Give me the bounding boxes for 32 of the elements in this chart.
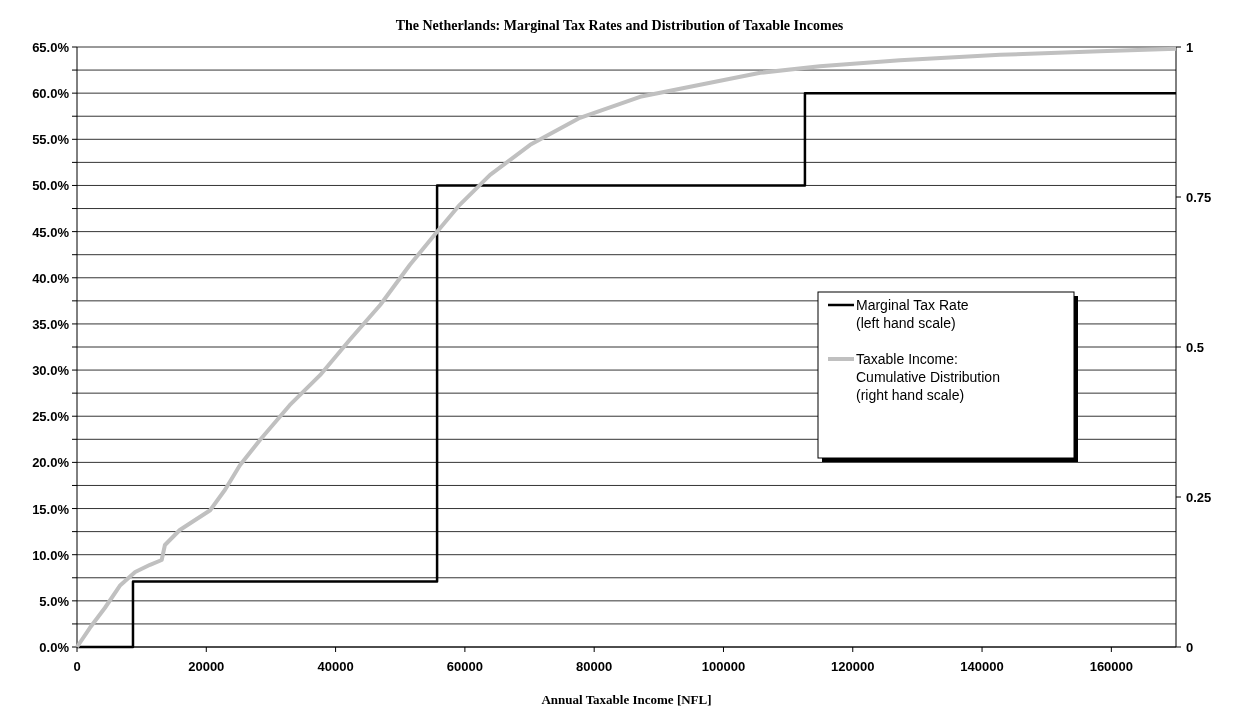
- y-tick-label: 60.0%: [32, 86, 70, 102]
- y-tick-label: 0.0%: [39, 640, 70, 655]
- x-tick-label: 20000: [188, 659, 225, 674]
- y2-tick-label: 0: [1186, 640, 1194, 655]
- y-tick-label: 55.0%: [32, 132, 70, 148]
- x-tick-label: 120000: [831, 659, 875, 674]
- y-tick-label: 15.0%: [32, 501, 70, 517]
- y-tick-label: 25.0%: [32, 409, 70, 425]
- y-tick-label: 35.0%: [32, 316, 70, 332]
- x-axis-title: Annual Taxable Income [NFL]: [541, 692, 712, 707]
- y2-tick-label: 0.25: [1186, 490, 1212, 505]
- y-tick-label: 5.0%: [39, 593, 70, 609]
- chart-title: The Netherlands: Marginal Tax Rates and Distribution of Taxable Incomes: [395, 18, 844, 33]
- x-tick-label: 60000: [446, 659, 483, 674]
- y-tick-label: 20.0%: [32, 455, 70, 471]
- legend-label: Taxable Income: Cumulative Distribution (right hand scale): [856, 351, 1000, 403]
- y-tick-label: 45.0%: [32, 224, 70, 240]
- y-tick-label: 10.0%: [32, 547, 70, 563]
- x-tick-label: 160000: [1089, 659, 1134, 674]
- x-tick-label: 40000: [317, 659, 354, 674]
- x-tick-label: 140000: [960, 659, 1004, 674]
- y2-tick-label: 1: [1186, 40, 1194, 55]
- legend-label: Marginal Tax Rate (left hand scale): [856, 297, 969, 331]
- x-tick-label: 100000: [701, 659, 746, 674]
- x-tick-label: 0: [73, 659, 81, 674]
- x-tick-label: 80000: [576, 659, 613, 674]
- y-tick-label: 30.0%: [32, 363, 70, 379]
- y-tick-label: 65.0%: [32, 40, 70, 55]
- y-tick-label: 50.0%: [32, 178, 70, 194]
- y-tick-label: 40.0%: [32, 270, 70, 286]
- y2-tick-label: 0.75: [1186, 190, 1212, 205]
- y2-tick-label: 0.5: [1186, 340, 1205, 355]
